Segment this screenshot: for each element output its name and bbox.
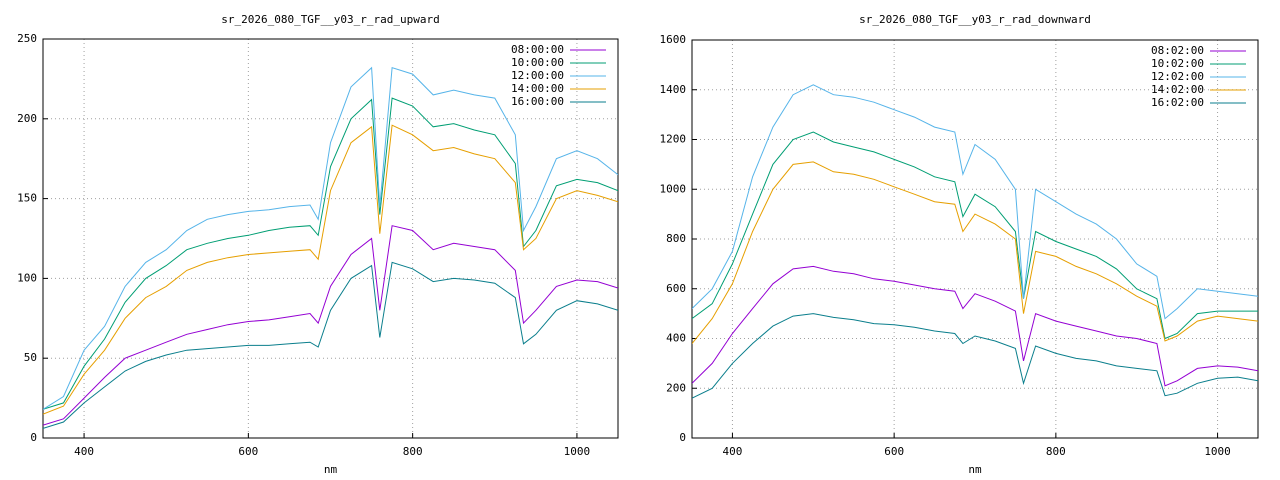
legend-label: 10:02:00 (1151, 57, 1204, 70)
y-tick-label: 1000 (660, 182, 687, 195)
legend-label: 12:00:00 (511, 69, 564, 82)
data-line (692, 131, 1258, 340)
legend-label: 14:00:00 (511, 82, 564, 95)
legend-label: 14:02:00 (1151, 83, 1204, 96)
data-line (43, 66, 618, 410)
y-tick-label: 600 (666, 282, 686, 295)
y-tick-label: 1200 (660, 133, 687, 146)
x-tick-label: 600 (238, 445, 258, 458)
y-tick-label: 0 (679, 431, 686, 444)
y-tick-label: 800 (666, 232, 686, 245)
data-line (692, 84, 1258, 320)
y-tick-label: 1400 (660, 83, 687, 96)
x-axis-label: nm (324, 463, 338, 476)
x-axis-label: nm (968, 463, 982, 476)
data-line (692, 313, 1258, 399)
y-tick-label: 0 (30, 431, 37, 444)
legend-label: 12:02:00 (1151, 70, 1204, 83)
legend-label: 16:02:00 (1151, 96, 1204, 109)
y-tick-label: 100 (17, 271, 37, 284)
data-line (43, 124, 618, 415)
data-line (692, 265, 1258, 387)
data-line (43, 225, 618, 426)
x-tick-label: 600 (884, 445, 904, 458)
x-tick-label: 800 (403, 445, 423, 458)
chart-title: sr_2026_080_TGF__y03_r_rad_downward (859, 13, 1091, 26)
y-tick-label: 1600 (660, 33, 687, 46)
plot-frame (42, 38, 619, 439)
data-line (43, 261, 618, 429)
x-tick-label: 1000 (564, 445, 591, 458)
data-line (43, 97, 618, 410)
data-line (692, 161, 1258, 344)
y-tick-label: 200 (17, 112, 37, 125)
y-tick-label: 150 (17, 192, 37, 205)
legend-label: 08:02:00 (1151, 44, 1204, 57)
legend-label: 16:00:00 (511, 95, 564, 108)
chart-title: sr_2026_080_TGF__y03_r_rad_upward (221, 13, 440, 26)
x-tick-label: 400 (722, 445, 742, 458)
y-tick-label: 250 (17, 32, 37, 45)
plot-frame (691, 39, 1259, 439)
x-tick-label: 1000 (1204, 445, 1231, 458)
legend-label: 10:00:00 (511, 56, 564, 69)
y-tick-label: 400 (666, 332, 686, 345)
y-tick-label: 50 (24, 351, 37, 364)
legend-label: 08:00:00 (511, 43, 564, 56)
y-tick-label: 200 (666, 381, 686, 394)
x-tick-label: 800 (1046, 445, 1066, 458)
x-tick-label: 400 (74, 445, 94, 458)
